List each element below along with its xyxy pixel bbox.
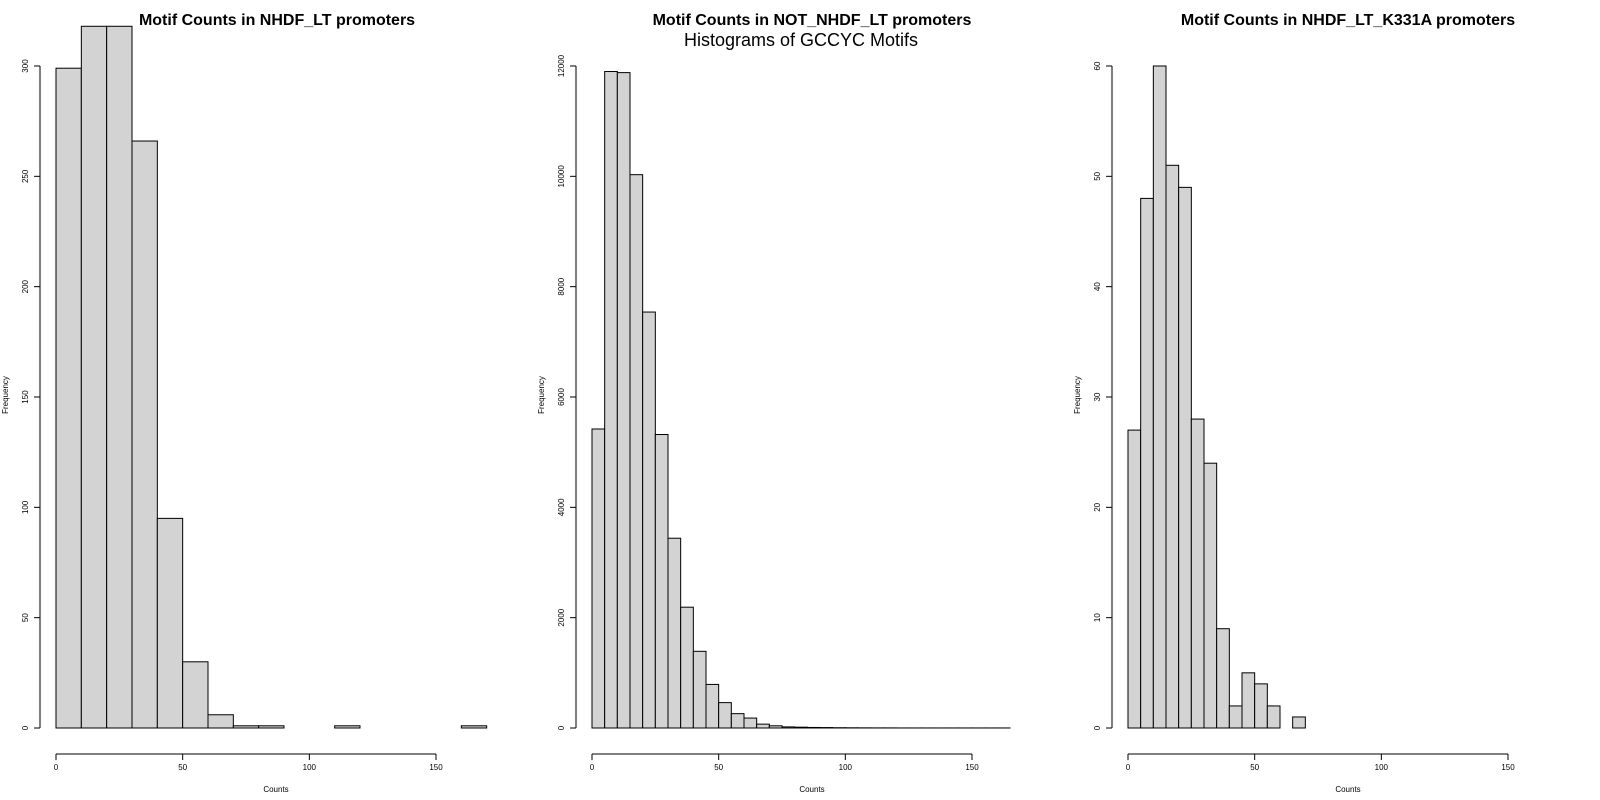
histogram-bar xyxy=(680,606,694,729)
y-tick-label: 10000 xyxy=(557,165,566,188)
histogram-bar xyxy=(1190,418,1205,729)
histogram-bar xyxy=(1228,705,1243,729)
x-tick-label: 0 xyxy=(1126,763,1131,772)
y-tick-label: 12000 xyxy=(557,54,566,77)
x-tick-label: 50 xyxy=(1250,763,1259,772)
y-tick-label: 10 xyxy=(1093,613,1102,622)
y-tick-label: 4000 xyxy=(557,498,566,516)
y-tick-label: 150 xyxy=(21,390,30,404)
x-tick-label: 100 xyxy=(303,763,317,772)
y-tick-label: 50 xyxy=(1093,171,1102,180)
y-tick-label: 20 xyxy=(1093,502,1102,511)
y-tick-label: 40 xyxy=(1093,282,1102,291)
histogram-bar xyxy=(705,683,720,729)
histogram-bar xyxy=(55,67,82,729)
histogram-bar xyxy=(131,140,158,729)
histogram-bar xyxy=(768,725,783,729)
y-tick-label: 200 xyxy=(21,279,30,293)
histogram-bar xyxy=(604,71,618,729)
histogram-bar xyxy=(182,661,209,729)
y-tick-label: 250 xyxy=(21,169,30,183)
histogram-bar xyxy=(629,174,644,729)
histogram-bar xyxy=(616,72,631,729)
y-tick-label: 6000 xyxy=(557,388,566,406)
histogram-bar xyxy=(106,25,133,729)
panel-title: Motif Counts in NHDF_LT_K331A promoters xyxy=(1181,12,1515,29)
histogram-bar xyxy=(718,702,732,729)
x-tick-label: 100 xyxy=(839,763,853,772)
histogram-bar xyxy=(591,428,606,729)
histogram-bar xyxy=(743,717,758,729)
histogram-bar xyxy=(730,713,745,729)
x-tick-label: 50 xyxy=(714,763,723,772)
histogram-bar xyxy=(1165,164,1180,729)
x-tick-label: 100 xyxy=(1375,763,1389,772)
histogram-bar xyxy=(1127,429,1142,729)
x-axis-label: Counts xyxy=(263,785,288,794)
panel-title: Motif Counts in NHDF_LT promoters xyxy=(139,12,415,29)
histogram-bar xyxy=(1241,672,1256,729)
histogram-panel-3: Motif Counts in NHDF_LT_K331A promoters 0… xyxy=(1073,12,1515,794)
y-tick-label: 0 xyxy=(557,725,566,730)
histogram-panel-2: Motif Counts in NOT_NHDF_LT promoters 0 20… xyxy=(537,12,1011,794)
y-axis-label: Frequency xyxy=(537,376,546,414)
x-tick-label: 0 xyxy=(590,763,595,772)
y-tick-label: 100 xyxy=(21,500,30,514)
x-tick-label: 0 xyxy=(54,763,59,772)
histogram-bar xyxy=(1216,628,1230,729)
histogram-bar xyxy=(232,725,260,729)
histogram-bar xyxy=(1203,462,1218,729)
figure-suptitle: Histograms of GCCYC Motifs xyxy=(684,30,918,50)
x-tick-label: 150 xyxy=(429,763,443,772)
histogram-bar xyxy=(258,725,285,729)
histogram-bar xyxy=(156,517,184,729)
y-tick-label: 50 xyxy=(21,613,30,622)
y-axis-label: Frequency xyxy=(1,376,10,414)
y-tick-label: 30 xyxy=(1093,392,1102,401)
histogram-bar xyxy=(642,311,656,729)
histogram-bar xyxy=(756,723,770,729)
histogram-bar xyxy=(806,726,821,729)
histogram-panel-1: Motif Counts in NHDF_LT promoters 0 50 100 1… xyxy=(1,12,488,794)
y-tick-label: 60 xyxy=(1093,61,1102,70)
x-tick-label: 50 xyxy=(178,763,187,772)
histogram-bar xyxy=(692,650,707,729)
histogram-bar xyxy=(794,726,808,729)
x-tick-label: 150 xyxy=(965,763,979,772)
y-axis-label: Frequency xyxy=(1073,376,1082,414)
histogram-bar xyxy=(1266,705,1281,729)
y-tick-label: 2000 xyxy=(557,608,566,626)
y-tick-label: 0 xyxy=(21,725,30,730)
histogram-bar xyxy=(654,434,669,729)
histogram-bar xyxy=(80,25,108,729)
histogram-bar xyxy=(460,725,488,729)
histogram-bar xyxy=(781,726,796,729)
histogram-bar xyxy=(667,537,682,729)
y-tick-label: 0 xyxy=(1093,725,1102,730)
histogram-bar xyxy=(1152,65,1167,729)
histogram-bar xyxy=(334,725,361,729)
histogram-bar xyxy=(1140,197,1154,729)
y-tick-label: 8000 xyxy=(557,277,566,295)
histogram-bar xyxy=(1292,716,1306,729)
x-axis-label: Counts xyxy=(799,785,824,794)
x-axis-label: Counts xyxy=(1335,785,1360,794)
histogram-bar xyxy=(1178,186,1192,729)
histogram-bar xyxy=(207,714,234,729)
histogram-bar xyxy=(1254,683,1268,729)
x-tick-label: 150 xyxy=(1501,763,1515,772)
y-tick-label: 300 xyxy=(21,59,30,73)
panel-title: Motif Counts in NOT_NHDF_LT promoters xyxy=(653,12,972,29)
